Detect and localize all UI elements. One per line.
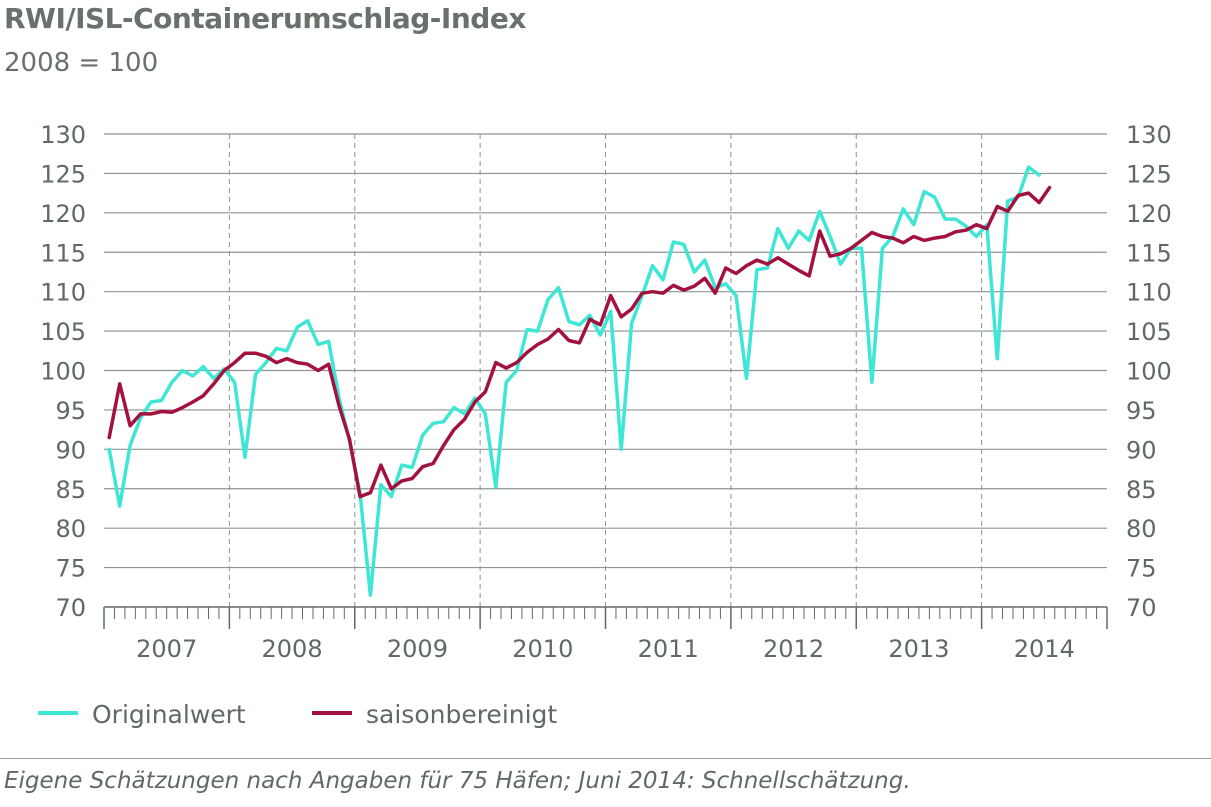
y-tick-label-right: 110 bbox=[1126, 279, 1172, 307]
y-tick-label-right: 100 bbox=[1126, 358, 1172, 386]
x-tick-label-2012: 2012 bbox=[763, 635, 824, 663]
series-lines bbox=[107, 165, 1052, 597]
x-tick-label-2011: 2011 bbox=[638, 635, 699, 663]
x-tick-label-2009: 2009 bbox=[387, 635, 448, 663]
x-tick-label-2010: 2010 bbox=[512, 635, 573, 663]
x-tick-label-2007: 2007 bbox=[136, 635, 197, 663]
y-tick-label-right: 70 bbox=[1126, 594, 1157, 622]
legend-label-original: Originalwert bbox=[92, 700, 246, 729]
y-tick-label-left: 115 bbox=[40, 239, 86, 267]
y-tick-label-left: 125 bbox=[40, 160, 86, 188]
y-tick-label-right: 85 bbox=[1126, 476, 1157, 504]
legend-item-saisonbereinigt: saisonbereinigt bbox=[312, 700, 557, 729]
legend-label-saisonbereinigt: saisonbereinigt bbox=[366, 700, 558, 729]
y-tick-label-left: 105 bbox=[40, 318, 86, 346]
legend-swatch-saisonbereinigt bbox=[312, 711, 352, 715]
legend-item-original: Originalwert bbox=[38, 700, 246, 729]
legend-swatch-original bbox=[38, 711, 78, 715]
y-axis-right-labels: 70 75 80 85 90 95 100 105 110 115 120 125 130 bbox=[1126, 121, 1172, 622]
y-tick-label-left: 90 bbox=[55, 436, 86, 464]
y-tick-label-right: 130 bbox=[1126, 121, 1172, 149]
y-tick-label-left: 130 bbox=[40, 121, 86, 149]
x-axis bbox=[103, 606, 1108, 629]
series-line-saisonbereinigt bbox=[107, 185, 1052, 499]
chart-subtitle: 2008 = 100 bbox=[4, 48, 159, 78]
y-tick-label-left: 85 bbox=[55, 476, 86, 504]
y-tick-label-left: 95 bbox=[55, 397, 86, 425]
y-tick-label-left: 120 bbox=[40, 200, 86, 228]
x-tick-label-2014: 2014 bbox=[1014, 635, 1075, 663]
y-tick-label-right: 105 bbox=[1126, 318, 1172, 346]
chart-title: RWI/ISL-Containerumschlag-Index bbox=[4, 2, 526, 35]
line-chart: 70 75 80 85 90 95 100 105 110 115 120 125 130 70 75 80… bbox=[40, 121, 1172, 663]
y-tick-label-right: 95 bbox=[1126, 397, 1157, 425]
y-tick-label-right: 75 bbox=[1126, 555, 1157, 583]
x-axis-labels: 2007 2008 2009 2010 2011 2012 2013 2014 bbox=[136, 635, 1075, 663]
y-tick-label-right: 90 bbox=[1126, 436, 1157, 464]
y-tick-label-left: 70 bbox=[55, 594, 86, 622]
y-tick-label-left: 80 bbox=[55, 515, 86, 543]
y-tick-label-left: 110 bbox=[40, 279, 86, 307]
y-tick-label-left: 75 bbox=[55, 555, 86, 583]
x-tick-label-2008: 2008 bbox=[262, 635, 323, 663]
series-line-originalwert bbox=[107, 165, 1041, 597]
y-tick-label-right: 115 bbox=[1126, 239, 1172, 267]
footnote: Eigene Schätzungen nach Angaben für 75 H… bbox=[4, 768, 911, 794]
footnote-divider bbox=[0, 758, 1211, 759]
y-tick-label-right: 80 bbox=[1126, 515, 1157, 543]
x-tick-label-2013: 2013 bbox=[888, 635, 949, 663]
y-tick-label-right: 120 bbox=[1126, 200, 1172, 228]
y-tick-label-right: 125 bbox=[1126, 160, 1172, 188]
y-axis-left-labels: 70 75 80 85 90 95 100 105 110 115 120 125 130 bbox=[40, 121, 86, 622]
vertical-gridlines bbox=[228, 134, 983, 607]
y-tick-label-left: 100 bbox=[40, 358, 86, 386]
